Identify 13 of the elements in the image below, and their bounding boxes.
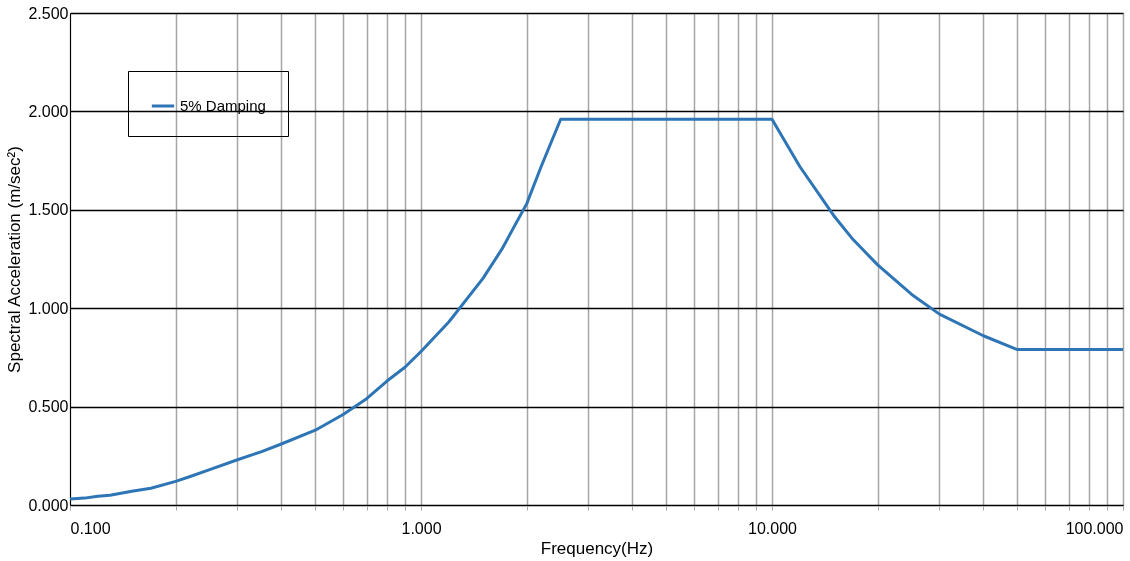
legend-label: 5% Damping: [180, 97, 266, 114]
x-tick-label: 10.000: [748, 519, 798, 537]
x-tick-label: 100.000: [1065, 519, 1124, 537]
y-tick-label: 0.000: [28, 496, 69, 514]
y-axis-title: Spectral Acceleration (m/sec²): [5, 146, 25, 373]
x-tick-label: 0.100: [70, 519, 111, 537]
y-tick-label: 0.500: [28, 398, 69, 416]
y-tick-label: 2.500: [28, 4, 69, 22]
x-tick-label: 1.000: [401, 519, 442, 537]
y-tick-label: 1.000: [28, 299, 69, 317]
y-tick-label: 1.500: [28, 201, 69, 219]
y-tick-label: 2.000: [28, 102, 69, 120]
x-axis-title: Frequency(Hz): [540, 538, 654, 558]
